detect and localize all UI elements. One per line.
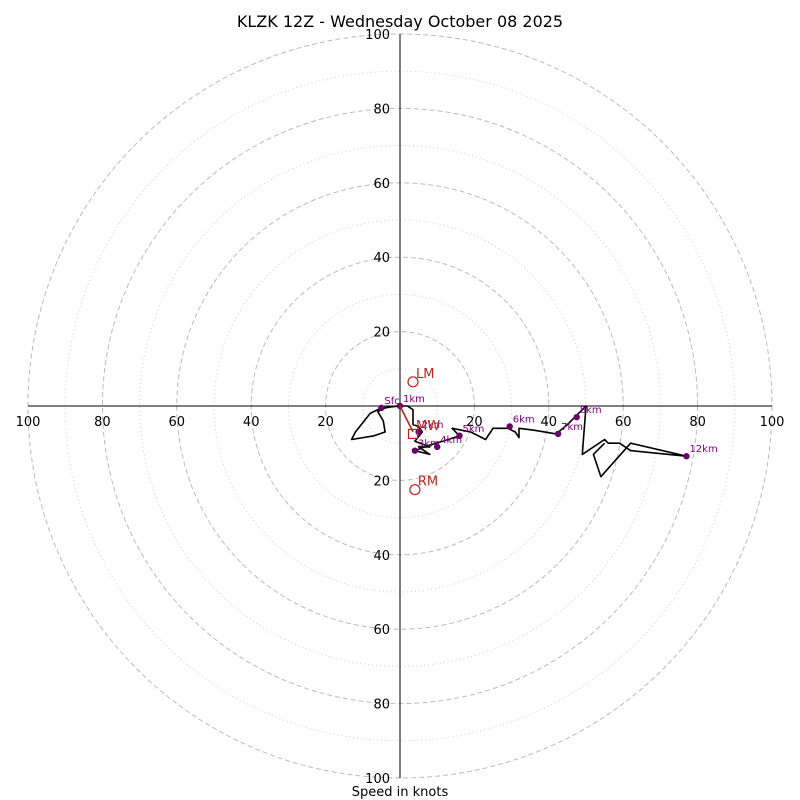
mean-wind-vector <box>399 405 414 433</box>
x-tick-label: 80 <box>689 415 706 430</box>
height-marker <box>506 423 513 430</box>
storm-layer: LM MW RM <box>399 367 440 496</box>
storm-motion-marker <box>407 428 419 439</box>
y-tick-label: 80 <box>373 698 390 713</box>
chart-title: KLZK 12Z - Wednesday October 08 2025 <box>237 12 563 31</box>
height-label: 5km <box>463 424 485 435</box>
y-tick-label: 60 <box>373 177 390 192</box>
height-marker <box>456 432 463 439</box>
storm-motion-marker <box>409 484 421 496</box>
x-tick-label: 60 <box>615 415 632 430</box>
x-tick-label: 60 <box>169 415 186 430</box>
storm-motion-label: MW <box>416 419 440 434</box>
height-label: 4km <box>440 435 462 446</box>
y-tick-label: 100 <box>365 772 390 787</box>
y-tick-label: 40 <box>373 251 390 266</box>
height-marker <box>554 430 562 438</box>
height-marker <box>378 404 385 412</box>
height-marker <box>573 413 580 421</box>
height-label: 2km <box>422 420 444 431</box>
y-tick-label: 20 <box>373 474 390 489</box>
height-label: 7km <box>561 422 583 433</box>
height-label: 12km <box>689 444 717 455</box>
height-label: 1km <box>403 394 425 405</box>
x-axis-label: Speed in knots <box>352 785 449 800</box>
height-label: 8km <box>580 405 602 416</box>
storm-motion-label: RM <box>418 475 438 490</box>
tick-layer: 20 20 20 20 40 40 40 40 60 60 60 60 80 80 80 80 100 100 10… <box>16 28 785 787</box>
x-tick-label: 80 <box>94 415 111 430</box>
height-label: 6km <box>513 414 535 425</box>
y-tick-label: 80 <box>373 102 390 117</box>
x-tick-label: 100 <box>760 415 785 430</box>
y-tick-label: 100 <box>365 28 390 43</box>
storm-motion-marker <box>407 376 419 388</box>
x-tick-label: 100 <box>16 415 41 430</box>
y-tick-label: 60 <box>373 623 390 638</box>
x-tick-label: 40 <box>541 415 558 430</box>
storm-motion-label: LM <box>416 367 434 382</box>
height-label: Sfc <box>384 396 399 407</box>
y-tick-label: 40 <box>373 549 390 564</box>
height-label: 3km <box>418 439 440 450</box>
height-marker <box>434 443 441 451</box>
y-tick-label: 20 <box>373 326 390 341</box>
x-tick-label: 40 <box>243 415 260 430</box>
height-marker <box>683 453 690 460</box>
x-tick-label: 20 <box>317 415 334 430</box>
height-marker <box>411 447 419 454</box>
x-tick-label: 20 <box>466 415 483 430</box>
